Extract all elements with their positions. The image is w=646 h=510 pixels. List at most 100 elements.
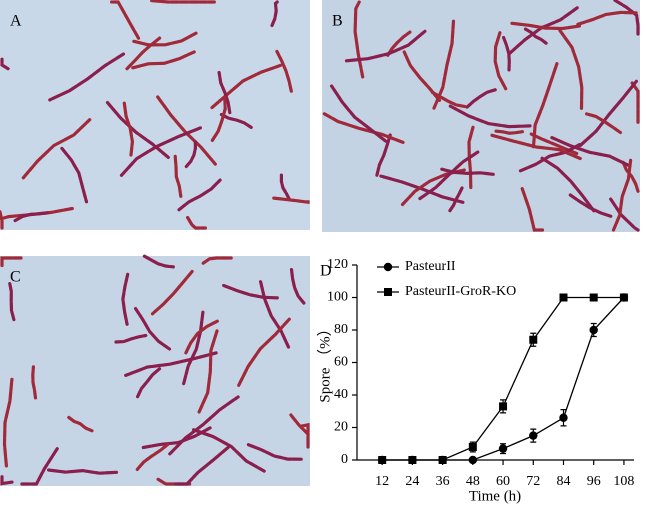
rod bbox=[134, 307, 172, 351]
marker bbox=[529, 431, 538, 440]
rod bbox=[375, 133, 392, 177]
rod bbox=[186, 215, 207, 230]
rod bbox=[210, 95, 227, 143]
x-tick-label: 72 bbox=[526, 474, 540, 489]
rod bbox=[494, 129, 524, 135]
rod bbox=[114, 333, 148, 344]
rod bbox=[192, 428, 266, 473]
rod bbox=[184, 139, 198, 169]
rod bbox=[275, 49, 293, 93]
rod bbox=[105, 101, 170, 159]
rod bbox=[125, 36, 162, 71]
rod bbox=[523, 27, 548, 45]
x-tick-label: 12 bbox=[375, 474, 389, 489]
rod bbox=[31, 365, 38, 400]
rod bbox=[493, 31, 508, 91]
rod bbox=[150, 0, 216, 4]
legend-marker bbox=[384, 288, 392, 296]
marker bbox=[559, 413, 568, 422]
x-tick-label: 108 bbox=[613, 474, 634, 489]
rod bbox=[353, 0, 365, 79]
series-line bbox=[382, 297, 625, 461]
rod bbox=[66, 415, 94, 433]
panel-label: C bbox=[10, 269, 21, 286]
x-tick-label: 96 bbox=[587, 474, 601, 489]
x-tick-label: 48 bbox=[466, 474, 480, 489]
rod bbox=[510, 21, 581, 31]
y-tick-label: 60 bbox=[334, 355, 348, 370]
x-tick-label: 36 bbox=[436, 474, 450, 489]
marker bbox=[498, 444, 508, 453]
rod bbox=[123, 351, 218, 378]
rod bbox=[540, 156, 596, 213]
rod bbox=[142, 254, 175, 269]
rod bbox=[518, 142, 582, 173]
rod bbox=[440, 167, 495, 176]
marker bbox=[559, 293, 568, 302]
marker bbox=[619, 293, 628, 302]
rod bbox=[465, 88, 497, 109]
y-tick-label: 80 bbox=[334, 322, 348, 337]
rod bbox=[19, 447, 59, 486]
rod bbox=[322, 112, 405, 144]
micrograph-b bbox=[322, 0, 640, 232]
rod bbox=[490, 133, 582, 161]
rod bbox=[122, 101, 135, 157]
rod bbox=[578, 79, 638, 148]
rod bbox=[0, 210, 4, 230]
rod bbox=[576, 10, 638, 26]
rod bbox=[201, 256, 233, 265]
rod bbox=[430, 90, 467, 109]
panel-label: B bbox=[332, 13, 343, 30]
rod bbox=[0, 475, 14, 486]
marker bbox=[468, 443, 477, 451]
rod bbox=[150, 269, 194, 316]
rod bbox=[168, 395, 240, 456]
legend-label: PasteurII-GroR-KO bbox=[405, 284, 516, 299]
marker bbox=[529, 335, 538, 344]
rod bbox=[210, 63, 283, 110]
rod bbox=[568, 193, 613, 218]
rod bbox=[60, 146, 89, 204]
marker bbox=[589, 325, 598, 335]
rod bbox=[130, 31, 198, 47]
rod bbox=[300, 422, 310, 434]
marker bbox=[408, 456, 417, 464]
rod bbox=[418, 149, 481, 201]
rod bbox=[221, 283, 279, 300]
rod bbox=[558, 28, 584, 110]
series-line bbox=[382, 296, 624, 461]
rod bbox=[197, 328, 219, 414]
chart: 0 20 40 60 80 100 120 12 24 36 48 60 72 84 96 108 Pasteu… bbox=[327, 257, 634, 489]
rod bbox=[432, 19, 456, 110]
rod bbox=[237, 316, 292, 387]
rod bbox=[217, 70, 232, 115]
rod bbox=[270, 0, 279, 28]
rod bbox=[0, 256, 23, 268]
marker bbox=[438, 456, 447, 464]
legend-marker bbox=[383, 262, 393, 272]
y-axis-label: Spore （%） bbox=[316, 321, 333, 402]
rod bbox=[131, 50, 196, 70]
rod bbox=[379, 174, 465, 204]
rod bbox=[246, 443, 304, 461]
marker bbox=[468, 455, 478, 465]
rod bbox=[2, 377, 14, 468]
panel-label: A bbox=[10, 13, 22, 30]
rod bbox=[13, 211, 49, 223]
rod bbox=[7, 280, 16, 322]
rod bbox=[136, 367, 162, 399]
micrograph-a bbox=[0, 0, 310, 230]
rod bbox=[585, 112, 622, 135]
micrographs bbox=[0, 0, 640, 486]
rod bbox=[531, 62, 559, 149]
x-axis-label: Time (h) bbox=[469, 488, 521, 504]
rods bbox=[0, 0, 640, 486]
rod bbox=[219, 113, 253, 129]
rod bbox=[448, 104, 532, 129]
y-tick-label: 40 bbox=[334, 387, 348, 402]
rod bbox=[402, 50, 442, 102]
rod bbox=[502, 35, 511, 72]
rod bbox=[119, 126, 202, 178]
